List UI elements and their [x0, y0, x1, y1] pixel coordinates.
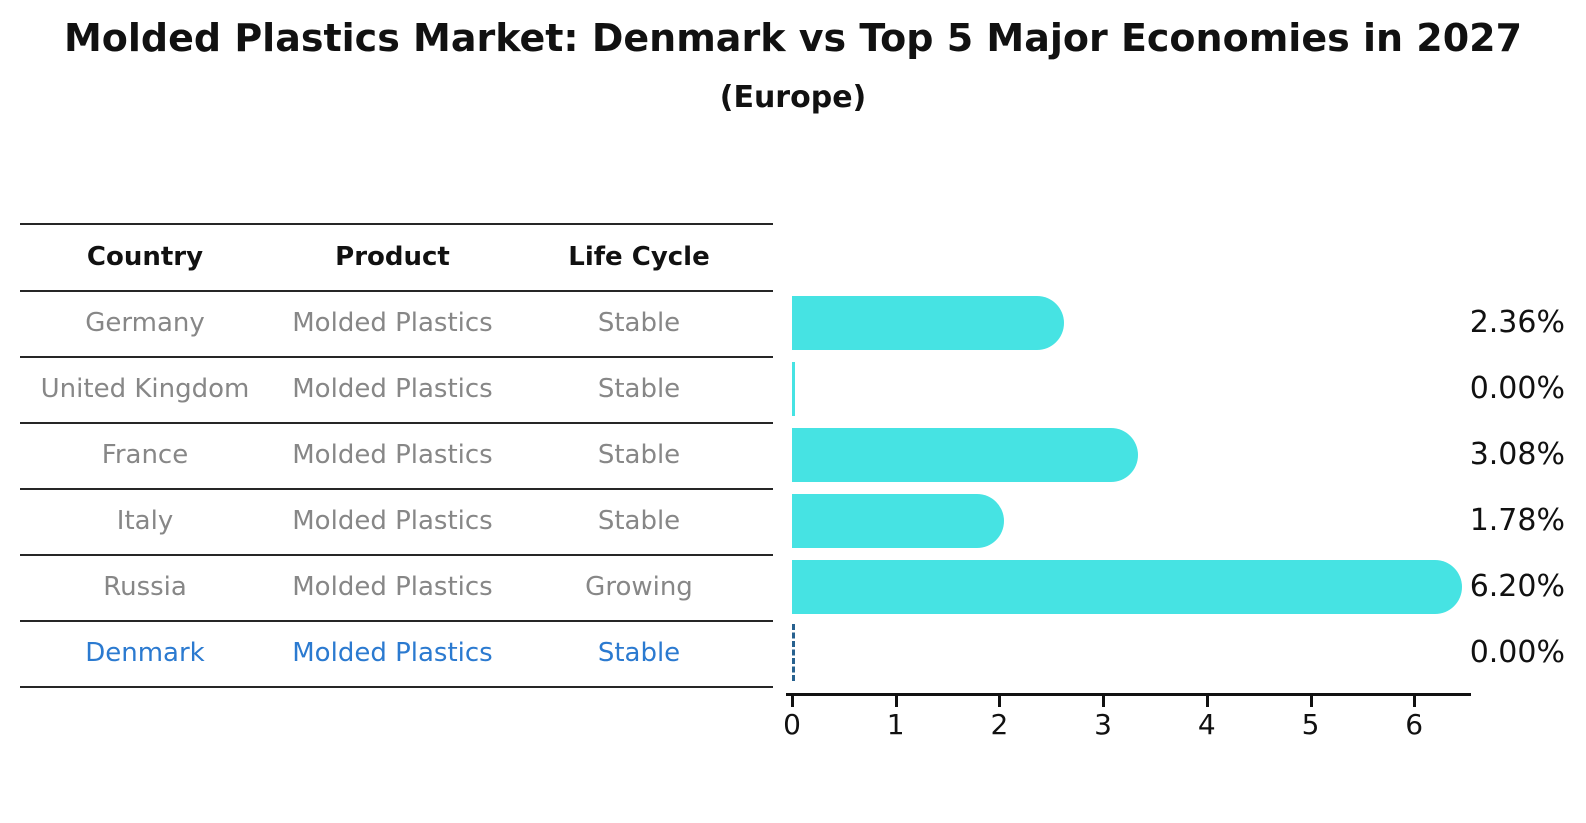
table-rule	[20, 355, 773, 358]
cell-product: Molded Plastics	[292, 638, 493, 668]
bar-value-label: 3.08%	[1469, 437, 1565, 472]
page-title: Molded Plastics Market: Denmark vs Top 5…	[63, 16, 1523, 60]
cell-life-cycle: Stable	[597, 440, 681, 470]
cell-country: Denmark	[85, 638, 205, 668]
table-row: France Molded Plastics Stable	[0, 422, 773, 488]
page-subtitle: (Europe)	[719, 80, 867, 115]
table-header-product: Product	[335, 242, 450, 272]
bar-value-label: 6.20%	[1469, 569, 1565, 604]
cell-country: Russia	[103, 572, 187, 602]
x-axis-tick	[998, 696, 1002, 707]
table-row: Italy Molded Plastics Stable	[0, 488, 773, 554]
x-axis-tick	[1102, 696, 1106, 707]
bar-value-label: 0.00%	[1469, 371, 1565, 406]
table-header-country: Country	[86, 242, 204, 272]
bar-value-label: 1.78%	[1469, 503, 1565, 538]
table-rule	[20, 421, 773, 424]
table-rule	[20, 686, 773, 688]
x-axis-tick	[1309, 696, 1313, 707]
x-axis-tick-label: 2	[990, 708, 1009, 741]
cell-product: Molded Plastics	[292, 506, 493, 536]
table-rule	[20, 289, 773, 292]
x-axis-tick-label: 3	[1094, 708, 1112, 741]
bar-value-label: 0.00%	[1469, 635, 1565, 670]
x-axis-tick-label: 5	[1301, 708, 1320, 741]
cell-country: Germany	[85, 308, 205, 338]
cell-product: Molded Plastics	[292, 572, 493, 602]
table-rule	[20, 487, 773, 490]
x-axis-tick-label: 0	[783, 708, 801, 741]
x-axis-tick	[791, 696, 794, 707]
cell-life-cycle: Stable	[597, 638, 681, 668]
bar-value-label: 2.36%	[1469, 305, 1565, 340]
cell-product: Molded Plastics	[292, 308, 493, 338]
cell-life-cycle: Stable	[597, 374, 681, 404]
cell-country: France	[101, 440, 189, 470]
bar-france	[792, 428, 1139, 482]
cell-product: Molded Plastics	[292, 440, 493, 470]
x-axis-tick	[894, 696, 898, 707]
cell-life-cycle: Growing	[585, 572, 693, 602]
table-rule	[20, 619, 773, 622]
table-row: United Kingdom Molded Plastics Stable	[0, 356, 773, 422]
x-axis-line	[786, 693, 1471, 696]
cell-product: Molded Plastics	[292, 374, 493, 404]
table-rule	[20, 553, 773, 556]
x-axis-tick-label: 1	[886, 708, 905, 741]
x-axis-tick	[1205, 696, 1209, 707]
cell-life-cycle: Stable	[597, 506, 681, 536]
bar-russia	[792, 560, 1462, 614]
x-axis-tick	[1413, 696, 1417, 707]
table-row: Germany Molded Plastics Stable	[0, 290, 773, 356]
bar-denmark-zero-dashed	[792, 624, 795, 681]
table-rule	[20, 223, 773, 225]
bar-italy	[792, 494, 1004, 548]
cell-country: United Kingdom	[40, 374, 250, 404]
cell-country: Italy	[116, 506, 174, 536]
x-axis-tick-label: 6	[1405, 708, 1424, 741]
bar-germany	[792, 296, 1064, 350]
x-axis-tick-label: 4	[1197, 708, 1216, 741]
cell-life-cycle: Stable	[597, 308, 681, 338]
table-row-highlight-denmark: Denmark Molded Plastics Stable	[0, 620, 773, 686]
table-header-lifecycle: Life Cycle	[568, 242, 710, 272]
bar-united-kingdom	[792, 362, 795, 416]
table-row: Russia Molded Plastics Growing	[0, 554, 773, 620]
